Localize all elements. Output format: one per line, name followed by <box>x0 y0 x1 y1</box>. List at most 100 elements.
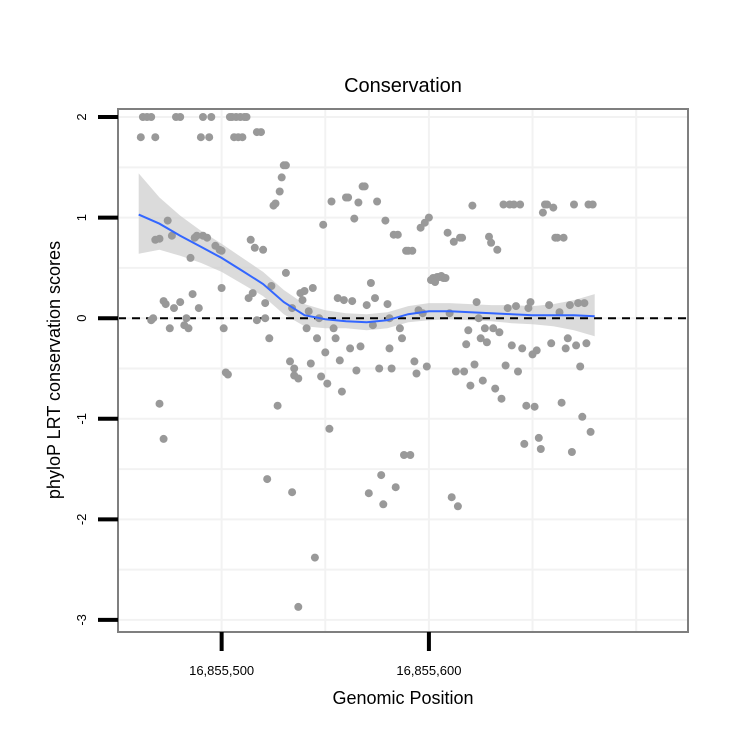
data-point <box>373 197 382 206</box>
data-point <box>194 304 203 313</box>
data-point <box>304 307 313 316</box>
data-point <box>499 200 508 209</box>
data-point <box>387 364 396 373</box>
data-point <box>536 445 545 453</box>
data-point <box>406 451 415 459</box>
data-point <box>524 304 533 313</box>
data-point <box>561 344 570 353</box>
data-point <box>398 334 406 343</box>
data-point <box>263 475 272 484</box>
data-point <box>186 253 195 262</box>
y-axis: -3 -2 -1 0 1 2 <box>74 113 118 626</box>
data-point <box>393 230 402 239</box>
data-point <box>252 316 261 325</box>
data-point <box>576 362 585 371</box>
data-point <box>329 324 338 333</box>
data-point <box>534 433 543 442</box>
data-point <box>288 488 297 497</box>
data-point <box>516 200 525 209</box>
data-point <box>339 296 348 305</box>
y-tick-label: 0 <box>74 315 89 322</box>
data-point <box>165 324 174 333</box>
data-point <box>217 284 226 292</box>
data-point <box>588 200 597 209</box>
data-point <box>346 344 355 353</box>
data-point <box>443 228 452 237</box>
data-point <box>155 234 164 243</box>
data-point <box>364 489 373 498</box>
data-point <box>155 399 164 408</box>
data-point <box>441 274 450 282</box>
data-point <box>319 220 328 229</box>
data-point <box>151 133 160 142</box>
data-point <box>250 243 259 252</box>
data-point <box>167 231 176 240</box>
y-tick-label: 2 <box>74 113 89 120</box>
data-point <box>265 334 274 343</box>
data-point <box>313 334 321 343</box>
data-point <box>182 314 191 323</box>
data-point <box>447 493 456 502</box>
data-point <box>188 290 197 299</box>
data-point <box>273 401 282 410</box>
data-point <box>449 237 458 246</box>
data-point <box>335 356 344 365</box>
data-point <box>489 324 498 333</box>
data-point <box>368 321 377 330</box>
data-point <box>176 298 185 307</box>
data-point <box>281 161 290 170</box>
data-point <box>261 299 270 308</box>
data-point <box>207 113 216 121</box>
data-point <box>344 193 353 202</box>
data-point <box>476 334 485 343</box>
data-point <box>356 342 365 351</box>
data-point <box>538 208 547 217</box>
data-point <box>248 289 257 298</box>
data-point <box>242 113 251 121</box>
data-point <box>310 553 319 562</box>
data-point <box>354 198 363 207</box>
data-point <box>520 439 529 448</box>
data-point <box>545 301 554 310</box>
data-point <box>565 301 574 310</box>
data-point <box>325 424 334 433</box>
data-point <box>136 133 145 142</box>
data-point <box>379 500 388 509</box>
data-point <box>331 334 340 343</box>
data-point <box>400 451 408 459</box>
y-axis-title: phyloP LRT conservation scores <box>44 241 64 499</box>
data-point <box>495 328 504 337</box>
data-point <box>333 294 342 303</box>
data-point <box>507 341 516 350</box>
data-point <box>412 369 421 378</box>
data-point <box>205 133 214 142</box>
data-point <box>580 299 589 308</box>
data-point <box>567 448 576 456</box>
data-point <box>408 246 417 255</box>
data-point <box>557 398 566 407</box>
data-point <box>451 367 460 376</box>
data-point <box>570 200 578 209</box>
data-point <box>543 200 552 209</box>
data-point <box>381 216 390 225</box>
data-point <box>203 233 212 242</box>
chart-title: Conservation <box>344 75 462 97</box>
data-point <box>199 113 207 121</box>
data-point <box>163 216 172 225</box>
data-point <box>526 298 535 307</box>
data-point <box>302 324 311 333</box>
data-point <box>385 344 394 353</box>
x-axis-title: Genomic Position <box>332 688 473 708</box>
data-point <box>501 361 510 370</box>
data-point <box>192 231 201 240</box>
confidence-band <box>138 173 595 337</box>
data-point <box>147 316 156 325</box>
data-point <box>530 402 539 411</box>
data-point <box>493 245 502 254</box>
data-point <box>482 338 491 347</box>
data-point <box>352 366 361 375</box>
data-point <box>503 304 512 313</box>
y-tick-label: -1 <box>74 413 89 425</box>
data-point <box>480 324 489 333</box>
